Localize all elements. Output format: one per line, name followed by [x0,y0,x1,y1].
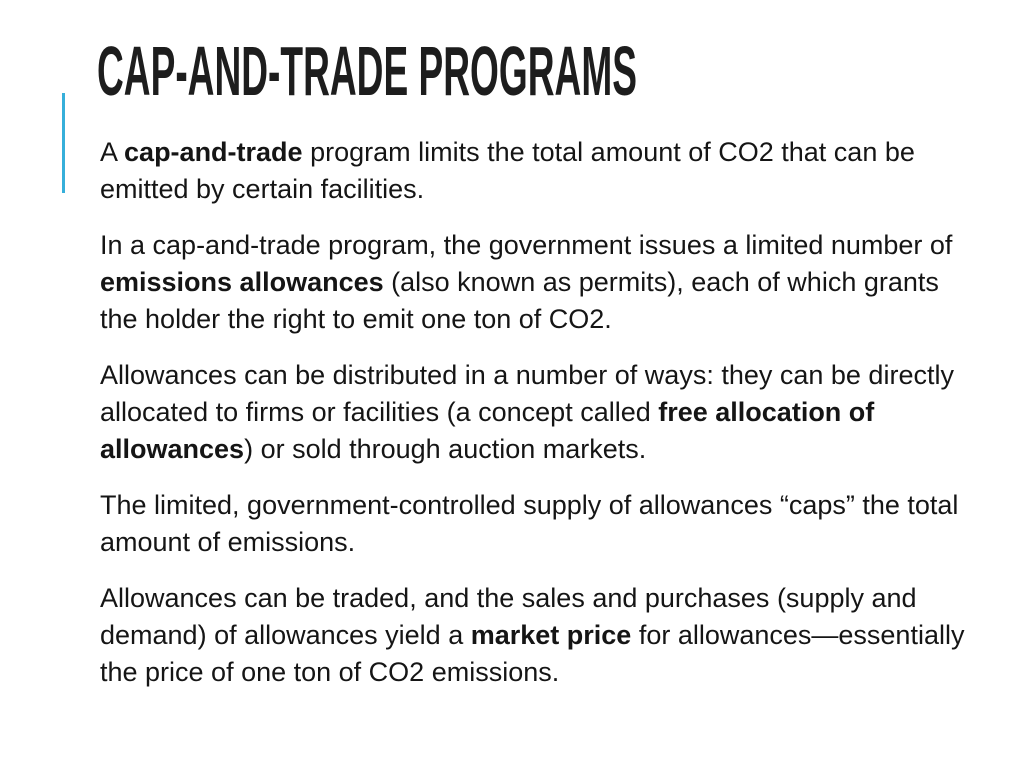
paragraph-cap-and-trade-definition: A cap-and-trade program limits the total… [100,134,980,208]
text-run: A [100,137,125,167]
slide-body: A cap-and-trade program limits the total… [100,134,980,710]
text-run: In a cap-and-trade program, the governme… [100,230,953,260]
paragraph-emissions-allowances: In a cap-and-trade program, the governme… [100,227,980,338]
text-run-bold: cap-and-trade [124,137,303,167]
paragraph-supply-caps: The limited, government-controlled suppl… [100,487,980,561]
text-run: for allowances—essentially the price of … [100,620,965,687]
text-run-bold: free allocation of allowances [100,397,875,464]
paragraph-allowance-distribution: Allowances can be distributed in a numbe… [100,357,980,468]
slide-title: CAP-AND-TRADE PROGRAMS [97,32,638,110]
paragraph-market-price: Allowances can be traded, and the sales … [100,580,980,691]
text-run: The limited, government-controlled suppl… [100,490,959,557]
text-run: ) or sold through auction markets. [244,434,647,464]
text-run: program limits the total amount of CO2 t… [100,137,915,204]
text-run: (also known as permits), each of which g… [100,267,939,334]
text-run: Allowances can be traded, and the sales … [100,583,917,650]
text-run-bold: emissions allowances [100,267,384,297]
text-run: Allowances can be distributed in a numbe… [100,360,954,427]
text-run-bold: market price [470,620,632,650]
title-accent-bar [62,93,65,193]
